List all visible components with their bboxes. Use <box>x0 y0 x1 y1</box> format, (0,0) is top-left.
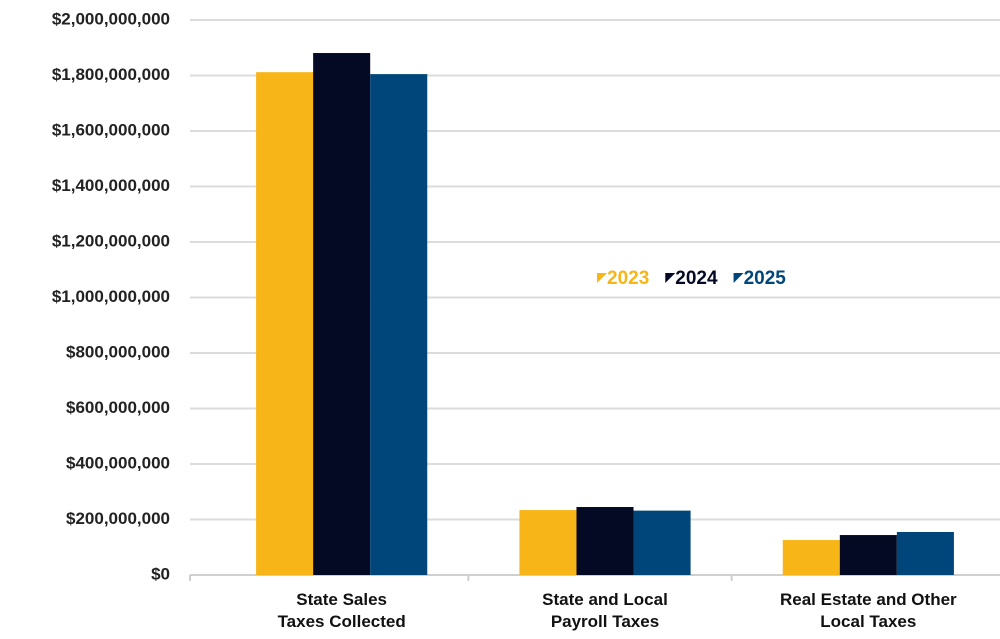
y-tick-label: $1,400,000,000 <box>52 176 170 195</box>
x-tick-label: State Sales Taxes Collected <box>277 590 406 631</box>
x-tick-label: Real Estate and Other Local Taxes <box>779 590 957 631</box>
bar <box>313 53 371 575</box>
y-tick-label: $1,600,000,000 <box>52 120 170 139</box>
bar <box>896 531 954 575</box>
legend-item: 2025 <box>733 268 787 289</box>
y-tick-label: $2,000,000,000 <box>52 9 170 28</box>
y-tick-label: $600,000,000 <box>66 398 170 417</box>
y-tick-label: $400,000,000 <box>66 453 170 472</box>
y-tick-label: $1,000,000,000 <box>52 287 170 306</box>
legend-marker <box>597 273 607 283</box>
legend-label: 2023 <box>607 268 649 289</box>
legend-item: 2024 <box>665 268 718 289</box>
bar <box>839 535 897 575</box>
bar <box>256 72 314 576</box>
bar <box>519 510 577 575</box>
y-tick-label: $800,000,000 <box>66 342 170 361</box>
bar <box>633 510 691 575</box>
legend-item: 2023 <box>597 268 649 289</box>
bar <box>576 507 634 575</box>
y-tick-label: $1,200,000,000 <box>52 231 170 250</box>
y-tick-label: $200,000,000 <box>66 509 170 528</box>
x-tick-label: State and Local Payroll Taxes <box>542 590 668 631</box>
legend-label: 2024 <box>675 268 718 289</box>
legend-marker <box>733 273 744 283</box>
bar <box>370 74 428 576</box>
legend-label: 2025 <box>744 268 787 289</box>
y-tick-label: $0 <box>151 564 170 583</box>
legend-marker <box>665 273 676 283</box>
y-tick-label: $1,800,000,000 <box>52 65 170 84</box>
bar <box>782 540 840 575</box>
